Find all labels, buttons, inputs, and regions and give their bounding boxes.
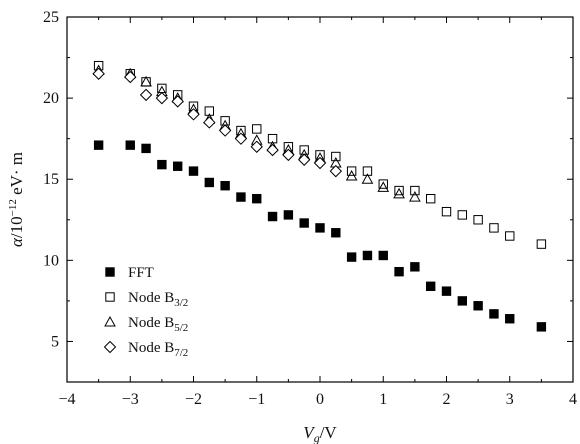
data-point: [331, 151, 341, 162]
x-tick-label: −4: [58, 391, 75, 408]
data-point: [155, 91, 169, 105]
data-point: [378, 250, 388, 261]
axes: −4 −3 −2 −1 0 1 2 3 4 5 10 15 20 25 Vg/V α/10−12 eV· m: [7, 9, 577, 444]
x-tick-label: 0: [316, 391, 324, 408]
data-point: [409, 191, 421, 202]
data-point: [187, 108, 200, 121]
data-point: [299, 218, 309, 228]
data-point: [441, 286, 452, 296]
data-point: [394, 185, 404, 196]
data-point: [378, 179, 388, 189]
y-tick-label: 5: [51, 333, 59, 350]
series-open-diamond: [92, 67, 343, 178]
data-point: [346, 252, 357, 262]
legend-marker: [105, 292, 115, 302]
data-point: [536, 239, 547, 249]
data-point: [92, 67, 105, 80]
legend-marker: [104, 315, 116, 327]
data-point: [124, 70, 137, 84]
data-point: [93, 140, 104, 150]
data-point: [171, 95, 184, 108]
x-tick-label: −1: [248, 391, 265, 408]
data-point: [139, 88, 153, 102]
data-point: [377, 181, 390, 192]
data-point: [141, 143, 151, 154]
data-point: [505, 231, 515, 241]
data-point: [204, 106, 215, 116]
data-point: [362, 166, 373, 176]
legend-label: Node B5/2: [128, 315, 188, 334]
data-point: [250, 140, 263, 153]
x-axis-label: Vg/V: [303, 423, 337, 444]
y-tick-label: 10: [43, 252, 59, 269]
data-point: [125, 140, 135, 150]
series-filled-square: [93, 140, 547, 332]
data-point: [297, 153, 311, 166]
data-point: [282, 148, 295, 162]
data-point: [188, 166, 199, 176]
data-point: [266, 143, 279, 157]
y-tick-label: 20: [43, 90, 59, 107]
data-point: [473, 301, 483, 311]
data-point: [345, 169, 358, 181]
data-point: [425, 281, 436, 291]
data-point: [267, 211, 278, 222]
data-point: [236, 192, 246, 202]
x-tick-label: −2: [185, 391, 202, 408]
data-point: [252, 124, 262, 134]
x-tick-label: −3: [122, 391, 139, 408]
data-point: [267, 133, 278, 144]
data-point: [203, 116, 216, 129]
legend-label: FFT: [128, 265, 154, 281]
data-point: [425, 193, 436, 204]
data-point: [489, 223, 499, 233]
data-point: [393, 187, 405, 199]
data-point: [362, 250, 373, 261]
data-point: [361, 173, 374, 184]
legend-marker: [103, 340, 117, 354]
legend: FFT Node B3/2 Node B5/2 Node B7/2: [103, 265, 188, 359]
data-point: [457, 210, 468, 220]
x-tick-label: 4: [569, 391, 577, 408]
data-point: [157, 159, 167, 170]
data-point: [410, 185, 420, 196]
data-point: [252, 193, 262, 204]
y-axis-label: α/10−12 eV· m: [7, 152, 26, 247]
data-point: [331, 228, 341, 238]
x-tick-label: 2: [443, 391, 451, 408]
data-point: [172, 161, 183, 171]
data-point: [313, 156, 327, 170]
x-tick-label: 3: [506, 391, 514, 408]
data-point: [441, 206, 452, 217]
data-point: [410, 262, 420, 272]
legend-label: Node B3/2: [128, 290, 188, 309]
data-point: [457, 296, 468, 306]
data-point: [283, 210, 294, 220]
data-point: [489, 309, 499, 319]
data-point: [140, 75, 152, 87]
data-point: [394, 266, 404, 277]
y-tick-label: 15: [43, 171, 59, 188]
data-point: [329, 164, 343, 178]
legend-marker: [105, 267, 115, 277]
data-point: [315, 223, 325, 233]
y-tick-label: 25: [43, 9, 59, 26]
data-point: [536, 322, 547, 332]
x-tick-label: 1: [379, 391, 387, 408]
data-point: [505, 314, 515, 324]
data-point: [204, 177, 215, 188]
data-point: [473, 215, 483, 225]
series-open-square: [93, 60, 547, 249]
data-series-layer: [92, 60, 547, 332]
legend-label: Node B7/2: [128, 340, 188, 359]
data-point: [220, 181, 230, 191]
data-point: [218, 124, 232, 137]
data-point: [234, 132, 248, 145]
